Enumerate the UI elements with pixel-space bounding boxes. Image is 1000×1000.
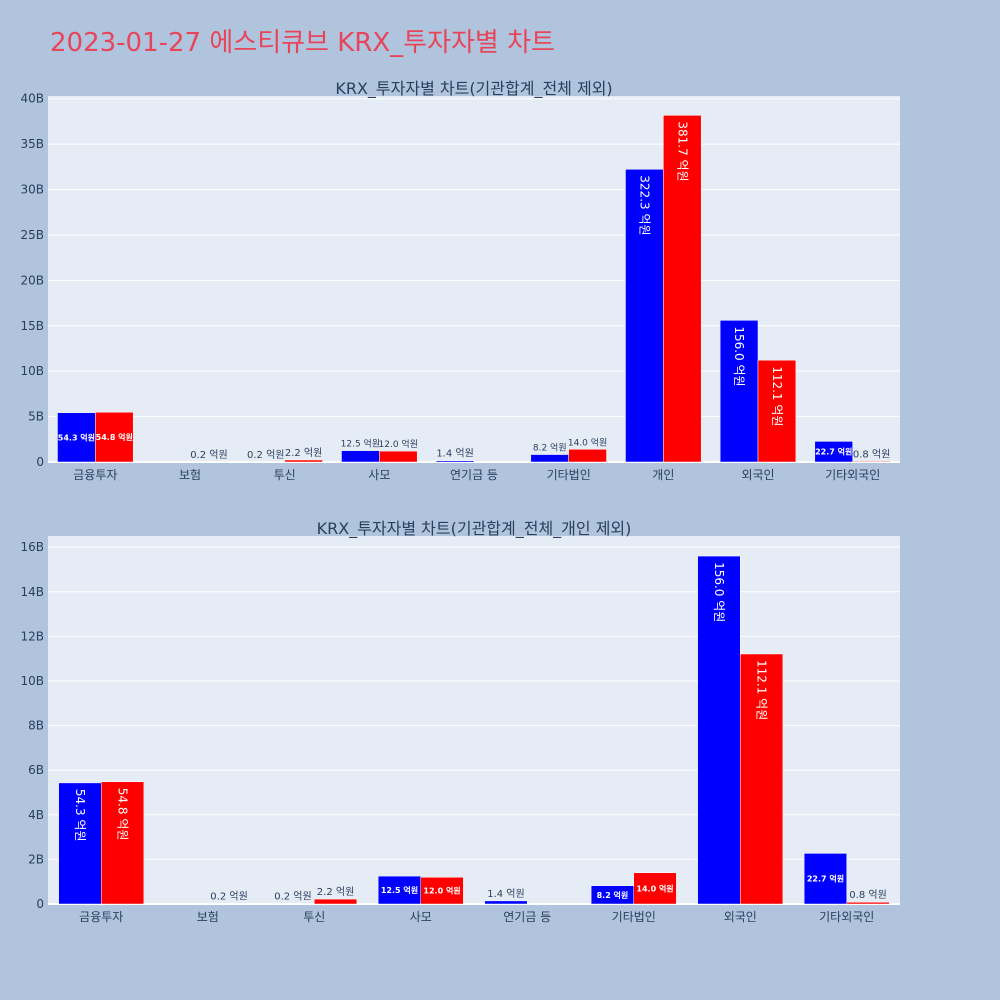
data-label: 322.3 억원	[637, 175, 651, 235]
bar-buy	[803, 853, 848, 905]
page-title: 2023-01-27 에스티큐브 KRX_투자자별 차트	[50, 28, 555, 58]
data-label: 0.2 억원	[247, 449, 284, 461]
y-tick-label: 0	[36, 455, 44, 469]
data-label: 12.5 억원	[381, 885, 418, 895]
chart-title: KRX_투자자별 차트(기관합계_전체_개인 제외)	[317, 519, 632, 539]
data-label: 8.2 억원	[533, 442, 567, 454]
data-label: 156.0 억원	[712, 562, 726, 622]
y-tick-label: 30B	[20, 183, 44, 197]
x-tick-label: 투신	[274, 468, 296, 482]
chart-krx-excluding-institution-total: 0 5B 10B 15B 20B 25B 30B 35B 40B KRX_투자자별 차트(기관합계…	[20, 79, 900, 482]
x-tick-label: 금융투자	[73, 468, 117, 482]
bar-sell	[633, 872, 677, 905]
data-label: 14.0 억원	[636, 883, 673, 893]
bar-sell	[95, 411, 134, 463]
data-label: 0.2 억원	[274, 891, 311, 903]
bar-buy	[814, 441, 853, 463]
data-label: 381.7 억원	[675, 121, 689, 181]
y-tick-label: 40B	[20, 92, 44, 106]
x-tick-label: 외국인	[741, 468, 774, 482]
y-tick-label: 10B	[20, 364, 44, 378]
x-tick-label: 기타외국인	[825, 468, 880, 482]
bar-sell	[852, 461, 891, 463]
data-label: 1.4 억원	[487, 888, 524, 900]
bar-buy	[377, 875, 421, 905]
data-label: 54.3 억원	[58, 432, 95, 442]
data-label: 112.1 억원	[770, 366, 784, 426]
data-label: 8.2 억원	[597, 890, 629, 900]
y-tick-label: 20B	[20, 273, 44, 287]
data-label: 2.2 억원	[317, 886, 354, 898]
data-label: 54.8 억원	[116, 788, 130, 841]
x-tick-label: 연기금 등	[503, 910, 551, 924]
data-label: 0.2 억원	[190, 449, 227, 461]
bar-buy	[435, 460, 475, 463]
bar-sell	[846, 901, 890, 905]
y-tick-label: 25B	[20, 228, 44, 242]
y-tick-label: 14B	[20, 585, 44, 599]
y-tick-label: 35B	[20, 137, 44, 151]
bar-buy	[697, 555, 741, 905]
y-tick-label: 12B	[20, 629, 44, 643]
y-tick-label: 2B	[28, 852, 44, 866]
bar-buy	[57, 412, 96, 463]
data-label: 12.0 억원	[423, 886, 460, 896]
x-tick-label: 기타외국인	[819, 910, 874, 924]
bar-buy	[341, 450, 380, 463]
data-label: 22.7 억원	[815, 447, 852, 457]
x-tick-label: 연기금 등	[450, 468, 498, 482]
x-tick-label: 기타법인	[612, 910, 656, 924]
data-label: 54.8 억원	[96, 432, 133, 442]
x-tick-label: 금융투자	[79, 910, 123, 924]
data-label: 0.8 억원	[849, 889, 886, 901]
bar-sell	[420, 876, 464, 905]
chart-title: KRX_투자자별 차트(기관합계_전체 제외)	[335, 79, 612, 99]
y-tick-label: 5B	[28, 410, 44, 424]
y-tick-label: 16B	[20, 540, 44, 554]
bar-sell	[101, 781, 145, 905]
data-label: 22.7 억원	[807, 874, 844, 884]
data-label: 12.0 억원	[379, 438, 418, 450]
y-tick-label: 10B	[20, 674, 44, 688]
data-label: 0.2 억원	[210, 891, 247, 903]
data-label: 2.2 억원	[285, 447, 322, 459]
bar-sell	[314, 898, 358, 905]
x-tick-label: 보험	[179, 468, 201, 482]
chart-krx-excluding-institution-total-and-individual: 0 2B 4B 6B 8B 10B 12B 14B 16B KRX_투자자별 차트(기관합계_전체…	[20, 519, 900, 924]
y-tick-label: 0	[36, 897, 44, 911]
data-label: 1.4 억원	[436, 448, 473, 460]
y-tick-label: 6B	[28, 763, 44, 777]
y-tick-label: 8B	[28, 719, 44, 733]
bar-sell	[740, 653, 784, 905]
bar-sell	[568, 449, 607, 463]
bar-sell	[663, 115, 702, 463]
bar-sell	[757, 359, 797, 463]
bar-buy	[530, 454, 569, 463]
data-label: 54.3 억원	[73, 789, 87, 842]
data-label: 112.1 억원	[755, 660, 769, 720]
bar-buy	[58, 782, 102, 905]
bar-sell	[284, 459, 323, 463]
bar-buy	[719, 320, 759, 463]
x-tick-label: 보험	[197, 910, 219, 924]
x-tick-label: 외국인	[724, 910, 757, 924]
data-label: 14.0 억원	[568, 436, 607, 448]
bar-buy	[625, 169, 664, 463]
x-tick-label: 개인	[652, 468, 674, 482]
x-tick-label: 투신	[303, 910, 325, 924]
y-tick-label: 15B	[20, 319, 44, 333]
data-label: 0.8 억원	[853, 448, 890, 460]
x-tick-label: 사모	[410, 910, 432, 924]
data-label: 12.5 억원	[341, 438, 380, 450]
x-tick-label: 사모	[368, 468, 390, 482]
y-tick-label: 4B	[28, 808, 44, 822]
x-tick-label: 기타법인	[547, 468, 591, 482]
bar-sell	[379, 450, 418, 463]
data-label: 156.0 억원	[732, 326, 746, 386]
bar-buy	[484, 900, 528, 905]
